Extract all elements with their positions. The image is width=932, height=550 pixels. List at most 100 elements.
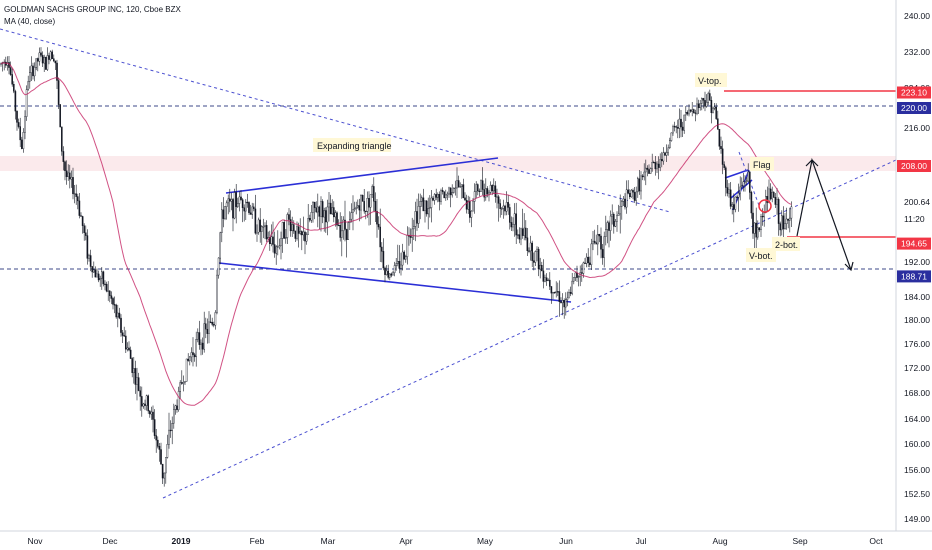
candle-body — [545, 277, 548, 281]
candle-body — [208, 321, 210, 334]
candle-body — [717, 118, 719, 130]
candle-body — [680, 118, 682, 128]
candle-body — [477, 184, 479, 192]
candle-body — [723, 164, 725, 168]
price-axis[interactable]: 240.00232.00224.00216.00208.00200.64192.… — [904, 11, 930, 524]
candle-body — [41, 55, 44, 64]
candle-body — [480, 180, 482, 192]
candle-body — [766, 196, 769, 203]
candle-body — [164, 457, 167, 474]
candle-body — [784, 223, 786, 229]
candle-body — [440, 190, 442, 202]
candle-body — [533, 260, 535, 263]
candle-body — [577, 276, 580, 278]
candle-body — [549, 279, 551, 287]
candle-body — [361, 194, 364, 202]
candle-body — [46, 55, 49, 70]
candle-body — [14, 91, 17, 112]
candle-body — [661, 159, 663, 162]
candle-body — [344, 219, 346, 230]
candle-body — [313, 201, 316, 208]
candle-body — [605, 229, 607, 237]
candle-body — [203, 323, 206, 350]
candle-body — [112, 298, 114, 305]
candle-body — [550, 286, 553, 294]
candle-body — [691, 109, 693, 112]
candle-body — [448, 187, 450, 195]
candle-body — [78, 200, 81, 216]
candle-body — [132, 368, 135, 373]
price-label-208.00: 208.00 — [897, 160, 931, 172]
candle-body — [291, 224, 294, 232]
candle-body — [499, 203, 502, 210]
candle-body — [273, 244, 276, 254]
candle-body — [352, 209, 354, 213]
time-axis[interactable]: Nov Dec 2019 Feb Mar Apr May Jun Jul Aug Sep Oct — [27, 536, 883, 546]
candle-body — [737, 192, 740, 198]
y-tick-label: 180.00 — [904, 315, 930, 325]
candle-body — [233, 192, 236, 219]
candle-body — [696, 103, 698, 114]
candle-body — [144, 403, 146, 406]
candle-body — [180, 382, 183, 384]
candle-body — [339, 224, 342, 238]
candle-body — [104, 283, 106, 286]
candle-body — [566, 297, 569, 300]
y-tick-label: 240.00 — [904, 11, 930, 21]
candle-body — [771, 192, 773, 200]
candle-body — [757, 227, 759, 238]
candle-body — [488, 192, 490, 195]
candle-body — [139, 390, 142, 397]
candle-body — [288, 214, 290, 220]
candle-body — [686, 111, 689, 115]
candle-body — [53, 58, 55, 62]
candle-body — [140, 396, 143, 407]
candle-body — [633, 192, 636, 201]
candle-body — [776, 199, 778, 205]
candle-body — [37, 58, 39, 62]
candle-body — [40, 52, 42, 56]
candle-body — [664, 152, 666, 156]
candle-body — [336, 212, 338, 226]
candle-body — [326, 206, 329, 223]
candle-body — [174, 405, 177, 410]
candle-body — [542, 270, 545, 282]
candle-body — [645, 167, 647, 173]
candle-body — [397, 261, 399, 264]
candle-body — [262, 226, 265, 228]
candle-body — [243, 207, 246, 212]
price-label-188.71: 188.71 — [897, 270, 931, 283]
candle-body — [382, 251, 385, 269]
candle-body — [376, 211, 378, 225]
candle-body — [403, 251, 406, 260]
candle-body — [523, 227, 525, 236]
candle-body — [429, 207, 431, 209]
svg-text:223.10: 223.10 — [901, 88, 927, 98]
candle-body — [637, 178, 639, 193]
candle-body — [219, 232, 222, 259]
candle-body — [57, 80, 60, 105]
candle-body — [24, 116, 26, 133]
y-tick-label: 176.00 — [904, 339, 930, 349]
candle-body — [651, 161, 653, 169]
candle-body — [333, 207, 335, 218]
candle-body — [196, 332, 199, 340]
candle-body — [526, 237, 529, 252]
candle-body — [725, 167, 727, 188]
candle-body — [358, 205, 361, 211]
candle-body — [773, 192, 775, 198]
candle-body — [325, 210, 327, 223]
candle-body — [331, 207, 334, 215]
candle-body — [107, 290, 109, 293]
candle-body — [185, 358, 188, 382]
candle-body — [84, 232, 87, 236]
candle-body — [411, 228, 414, 238]
candle-body — [80, 215, 82, 217]
candle-body — [241, 199, 244, 208]
candle-body — [240, 196, 242, 200]
candle-body — [147, 395, 150, 412]
candle-body — [88, 255, 90, 259]
candle-body — [390, 273, 393, 276]
candle-body — [590, 243, 593, 265]
